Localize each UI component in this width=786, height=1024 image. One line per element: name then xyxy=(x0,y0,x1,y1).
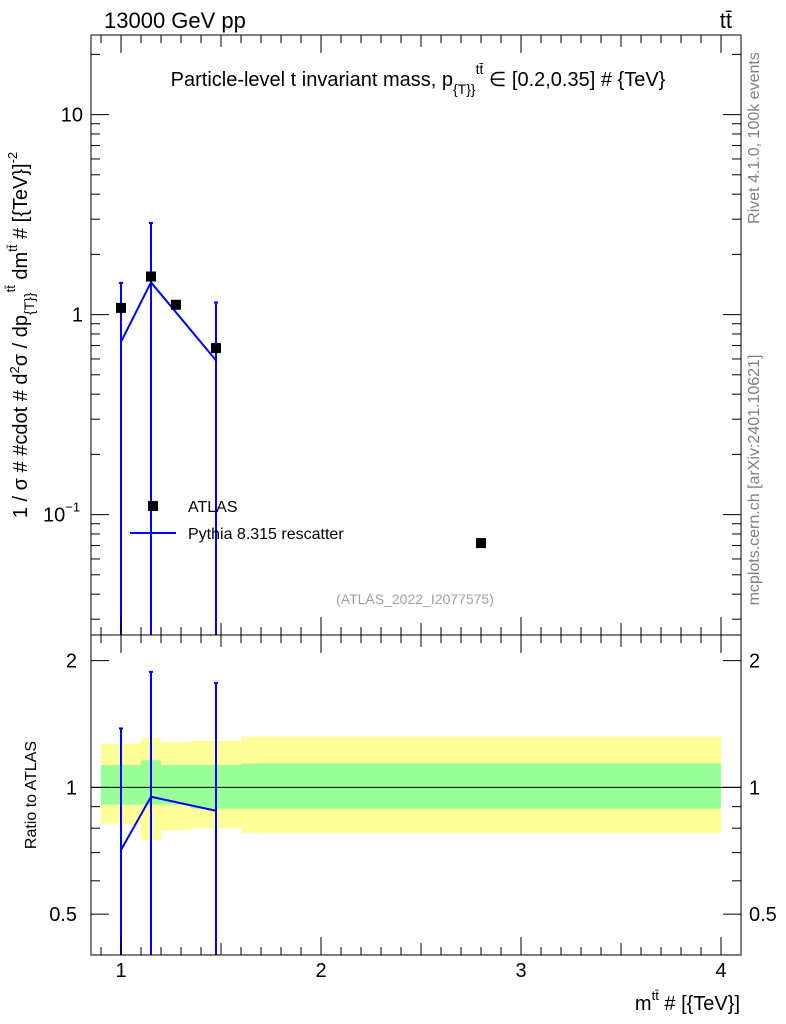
atlas-data-point xyxy=(146,271,156,282)
main-panel: 10 1 10−1 Particle-level t invariant mass,… xyxy=(3,34,742,636)
pythia-line xyxy=(120,280,217,362)
ratio-y-tick-label: 1 xyxy=(66,777,77,799)
source-label: mcplots.cern.ch [arXiv:2401.10621] xyxy=(746,355,763,606)
y-tick-label: 1 xyxy=(72,305,83,327)
atlas-data-point xyxy=(476,538,486,549)
x-axis-label: mtt̄ # [{TeV}] xyxy=(635,988,740,1015)
collision-label: 13000 GeV pp xyxy=(104,8,246,33)
version-label: Rivet 4.1.0, 100k events xyxy=(746,52,763,224)
ratio-y-tick-label-right: 1 xyxy=(749,777,760,799)
legend-atlas-label: ATLAS xyxy=(188,499,238,516)
uncertainty-band-inner xyxy=(161,765,191,805)
ratio-y-tick-label-right: 0.5 xyxy=(749,904,777,926)
ratio-panel: 0.5 0.5 1 1 2 2 1 2 3 4 Ratio to ATLAS mtt̄ # [{T… xyxy=(23,634,777,1015)
ratio-y-axis-label: Ratio to ATLAS xyxy=(23,741,40,849)
y-axis-label: 1 / σ # #cdot # d2σ / dp{T}}tt̄ dmtt̄ # … xyxy=(3,152,37,518)
x-tick-label: 4 xyxy=(715,960,726,982)
legend: ATLAS Pythia 8.315 rescatter xyxy=(130,499,344,543)
atlas-data-point xyxy=(116,302,126,313)
ratio-y-tick-label: 2 xyxy=(66,651,77,673)
x-tick-label: 1 xyxy=(115,960,126,982)
x-tick-label: 3 xyxy=(515,960,526,982)
main-frame xyxy=(90,34,742,636)
ratio-pythia-line xyxy=(120,795,217,851)
y-tick-label: 10 xyxy=(61,105,83,127)
legend-pythia-label: Pythia 8.315 rescatter xyxy=(188,526,344,543)
main-title: Particle-level t invariant mass, p{T}}tt… xyxy=(171,61,666,97)
process-label: tt̄ xyxy=(720,8,732,33)
analysis-watermark: (ATLAS_2022_I2077575) xyxy=(336,591,494,607)
atlas-data-point xyxy=(211,343,221,354)
legend-atlas-marker xyxy=(148,501,158,511)
ratio-y-tick-label: 0.5 xyxy=(49,904,77,926)
atlas-data-point xyxy=(171,299,181,310)
uncertainty-band-inner xyxy=(241,763,721,809)
x-tick-label: 2 xyxy=(315,960,326,982)
ratio-frame xyxy=(90,634,742,956)
ratio-y-tick-label-right: 2 xyxy=(749,651,760,673)
y-tick-label: 10−1 xyxy=(43,500,80,527)
